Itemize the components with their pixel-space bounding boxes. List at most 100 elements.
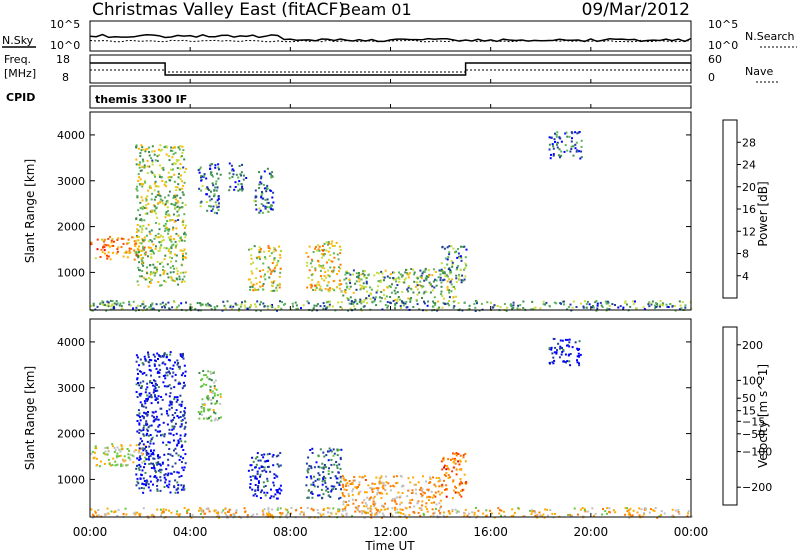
data-cell — [111, 300, 114, 302]
data-cell — [578, 355, 581, 358]
data-cell — [463, 301, 466, 304]
data-cell — [171, 163, 174, 166]
data-cell — [182, 271, 185, 274]
data-cell — [194, 308, 197, 311]
data-cell — [184, 407, 187, 410]
data-cell — [251, 272, 254, 275]
data-cell — [177, 219, 180, 221]
data-cell — [424, 505, 427, 508]
data-cell — [116, 514, 119, 517]
data-cell — [405, 517, 408, 519]
data-cell — [343, 278, 346, 281]
data-cell — [348, 278, 351, 281]
data-cell — [142, 246, 145, 249]
data-cell — [151, 302, 154, 305]
data-cell — [574, 131, 577, 134]
data-cell — [440, 285, 443, 288]
data-cell — [393, 271, 396, 274]
data-cell — [136, 304, 139, 307]
data-cell — [318, 494, 321, 497]
data-cell — [115, 455, 118, 458]
data-cell — [310, 477, 313, 480]
data-cell — [339, 467, 342, 470]
data-cell — [389, 286, 392, 289]
data-cell — [112, 305, 115, 308]
data-cell — [176, 270, 179, 273]
data-cell — [218, 202, 220, 205]
data-cell — [561, 347, 563, 349]
data-cell — [594, 301, 597, 304]
data-cell — [217, 209, 220, 211]
data-cell — [151, 272, 153, 275]
data-cell — [480, 302, 483, 305]
data-cell — [562, 360, 565, 363]
data-cell — [511, 508, 514, 511]
data-cell — [262, 456, 265, 459]
data-cell — [332, 270, 335, 273]
data-cell — [134, 251, 137, 254]
data-cell — [441, 295, 444, 297]
data-cell — [107, 301, 110, 304]
data-cell — [460, 259, 463, 262]
data-cell — [256, 456, 259, 458]
data-cell — [342, 485, 345, 488]
data-cell — [142, 276, 145, 279]
data-cell — [219, 402, 222, 405]
data-cell — [357, 505, 360, 508]
data-cell — [147, 356, 150, 358]
data-cell — [548, 361, 551, 364]
data-cell — [170, 387, 173, 390]
data-cell — [259, 285, 262, 288]
data-cell — [384, 297, 387, 300]
data-cell — [258, 281, 261, 284]
data-cell — [431, 289, 434, 292]
data-cell — [371, 490, 374, 493]
data-cell — [458, 468, 461, 471]
data-cell — [606, 507, 609, 510]
data-cell — [358, 280, 361, 283]
power-marks — [90, 131, 693, 312]
data-cell — [219, 173, 222, 176]
data-cell — [113, 307, 116, 310]
data-cell — [175, 400, 178, 403]
data-cell — [377, 487, 380, 490]
data-cell — [437, 480, 440, 483]
data-cell — [357, 509, 360, 512]
data-cell — [166, 368, 169, 370]
data-cell — [375, 291, 378, 294]
data-cell — [475, 506, 477, 509]
data-cell — [464, 267, 467, 269]
data-cell — [270, 270, 273, 273]
cpid-panel: CPID themis 3300 IF — [6, 85, 692, 109]
data-cell — [340, 283, 343, 286]
data-cell — [362, 476, 365, 479]
data-cell — [174, 196, 177, 198]
data-cell — [671, 508, 674, 511]
data-cell — [266, 460, 268, 462]
data-cell — [468, 512, 471, 515]
data-cell — [138, 183, 141, 185]
data-cell — [168, 483, 171, 486]
data-cell — [171, 428, 174, 431]
data-cell — [324, 288, 327, 290]
data-cell — [660, 510, 663, 513]
data-cell — [237, 183, 240, 186]
data-cell — [217, 195, 220, 198]
data-cell — [663, 512, 666, 515]
data-cell — [439, 499, 442, 502]
data-cell — [201, 385, 204, 387]
data-cell — [431, 508, 434, 511]
data-cell — [142, 160, 145, 163]
data-cell — [167, 414, 170, 417]
data-cell — [419, 269, 422, 272]
data-cell — [679, 304, 682, 307]
data-cell — [379, 492, 382, 495]
data-cell — [175, 513, 178, 516]
data-cell — [141, 228, 144, 231]
data-cell — [136, 511, 139, 514]
data-cell — [139, 457, 142, 460]
data-cell — [128, 457, 131, 460]
data-cell — [168, 179, 171, 182]
data-cell — [136, 396, 139, 398]
